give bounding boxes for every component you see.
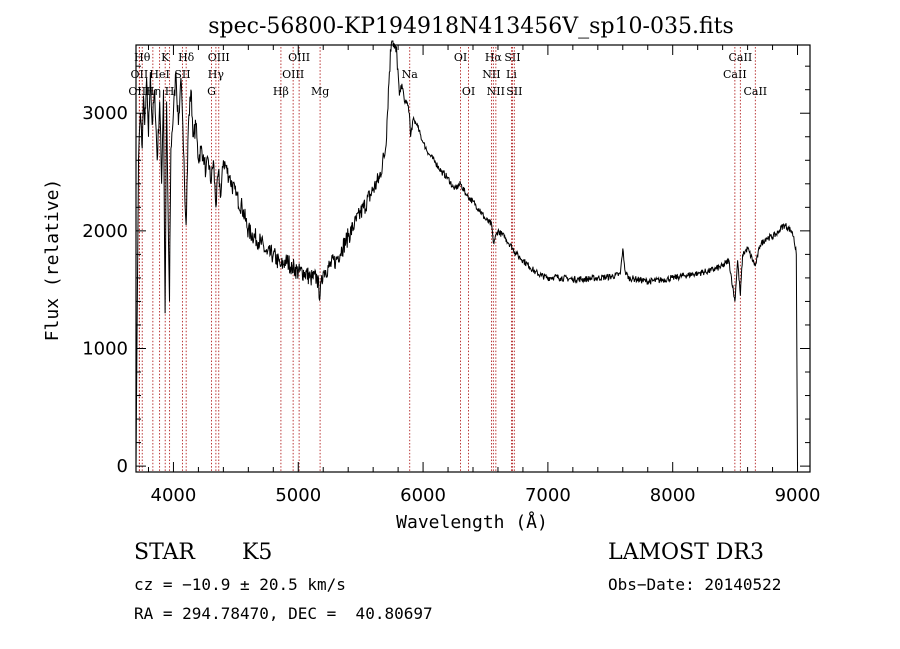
- spectrum-line: [135, 40, 798, 467]
- marker-label-17: OI: [454, 51, 467, 64]
- marker-label-27: CaII: [743, 85, 767, 98]
- marker-label-20: SII: [504, 51, 520, 64]
- marker-label-6: Hδ: [178, 51, 195, 64]
- y-tick-label-0: 0: [117, 456, 128, 477]
- x-tick-label-4: 8000: [650, 485, 696, 506]
- marker-label-0: Hθ: [134, 51, 151, 64]
- coordinates-text: RA = 294.78470, DEC = 40.80697: [134, 604, 433, 623]
- y-axis-label: Flux (relative): [42, 179, 63, 342]
- axis-ticks: 4000 5000 6000 7000 8000 9000 0 1000 2000 3000: [82, 45, 820, 506]
- y-tick-label-1: 1000: [82, 338, 128, 359]
- marker-label-11: G: [207, 85, 216, 98]
- marker-label-26: CaII: [723, 68, 747, 81]
- x-tick-label-2: 6000: [400, 485, 446, 506]
- marker-label-5: Hη: [145, 85, 161, 98]
- survey-name: LAMOST DR3: [608, 540, 764, 565]
- marker-label-22: Li: [506, 68, 517, 81]
- x-tick-label-5: 9000: [775, 485, 821, 506]
- chart-title: spec-56800-KP194918N413456V_sp10-035.fit…: [208, 14, 734, 39]
- plot-frame: [135, 44, 811, 473]
- marker-label-19: Hα: [485, 51, 503, 64]
- y-tick-label-2: 2000: [82, 221, 128, 242]
- marker-label-12: OIII: [288, 51, 310, 64]
- obs-date-text: Obs−Date: 20140522: [608, 575, 782, 594]
- x-tick-label-0: 4000: [151, 485, 197, 506]
- object-subclass: K5: [242, 540, 273, 565]
- redshift-text: cz = −10.9 ± 20.5 km/s: [134, 575, 346, 594]
- marker-label-15: Mg: [311, 85, 329, 98]
- marker-label-13: OIII: [282, 68, 304, 81]
- marker-label-18: OI: [462, 85, 475, 98]
- marker-label-2: OIII: [128, 85, 150, 98]
- marker-label-14: Hβ: [273, 85, 289, 98]
- object-class: STAR: [134, 540, 195, 565]
- x-tick-label-1: 5000: [275, 485, 321, 506]
- y-tick-label-3: 3000: [82, 103, 128, 124]
- marker-label-10: Hγ: [208, 68, 225, 81]
- x-tick-label-3: 7000: [525, 485, 571, 506]
- marker-label-3: K: [161, 51, 170, 64]
- marker-label-8: H: [165, 85, 175, 98]
- marker-label-25: CaII: [729, 51, 753, 64]
- marker-label-21: NII: [482, 68, 500, 81]
- marker-label-9: OIII: [208, 51, 230, 64]
- marker-label-7: SII: [174, 68, 190, 81]
- marker-label-24: SII: [506, 85, 522, 98]
- marker-label-23: NII: [487, 85, 505, 98]
- x-axis-label: Wavelength (Å): [396, 511, 548, 533]
- marker-label-4: HeI: [149, 68, 169, 81]
- marker-label-16: Na: [402, 68, 419, 81]
